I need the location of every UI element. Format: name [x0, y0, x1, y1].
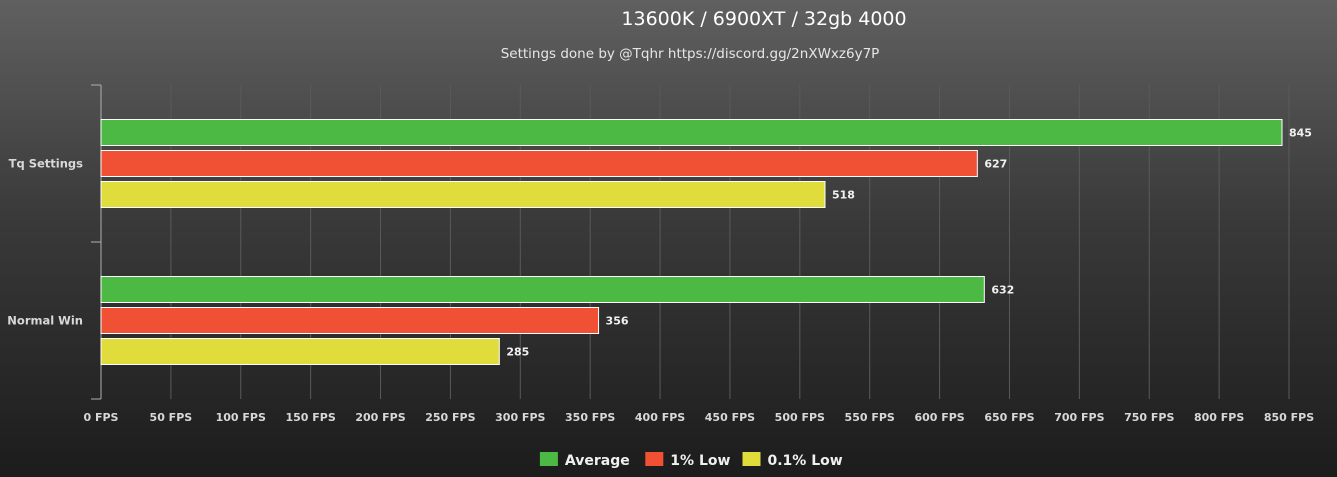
x-axis: 0 FPS 50 FPS 100 FPS 150 FPS 200 FPS 250 FPS 3…: [84, 411, 1315, 424]
bars: [100, 119, 1283, 365]
y-category-label: Normal Win: [7, 314, 83, 328]
data-label: 845: [1289, 127, 1312, 140]
chart-subtitle: Settings done by @Tqhr https://discord.g…: [501, 46, 880, 62]
legend-label: 1% Low: [670, 453, 730, 469]
legend-swatch: [539, 452, 558, 466]
data-labels: 845 627 518 632 356 285: [506, 127, 1312, 359]
x-tick-label: 150 FPS: [285, 411, 335, 424]
bar: [100, 150, 978, 177]
x-tick-label: 850 FPS: [1264, 411, 1314, 424]
x-tick-label: 800 FPS: [1194, 411, 1244, 424]
legend-swatch: [742, 452, 761, 466]
x-tick-label: 550 FPS: [845, 411, 895, 424]
bar: [100, 276, 985, 303]
x-tick-label: 500 FPS: [775, 411, 825, 424]
x-tick-label: 300 FPS: [495, 411, 545, 424]
bar: [100, 119, 1283, 146]
legend-swatch: [645, 452, 664, 466]
data-label: 518: [832, 189, 855, 202]
bar: [100, 338, 500, 365]
y-axis: Tq Settings Normal Win: [7, 84, 102, 400]
x-tick-label: 600 FPS: [914, 411, 964, 424]
chart-title: 13600K / 6900XT / 32gb 4000: [621, 8, 906, 30]
x-tick-label: 200 FPS: [355, 411, 405, 424]
legend-label: Average: [565, 453, 630, 469]
legend-label: 0.1% Low: [768, 453, 843, 469]
x-tick-label: 750 FPS: [1124, 411, 1174, 424]
x-tick-label: 650 FPS: [984, 411, 1034, 424]
legend: Average 1% Low 0.1% Low: [539, 452, 843, 469]
bar: [100, 181, 826, 208]
x-tick-label: 450 FPS: [705, 411, 755, 424]
data-label: 627: [984, 158, 1007, 171]
x-tick-label: 700 FPS: [1054, 411, 1104, 424]
data-label: 632: [991, 284, 1014, 297]
x-tick-label: 250 FPS: [425, 411, 475, 424]
y-category-label: Tq Settings: [9, 157, 84, 171]
x-tick-label: 350 FPS: [565, 411, 615, 424]
x-tick-label: 100 FPS: [216, 411, 266, 424]
x-tick-label: 0 FPS: [84, 411, 119, 424]
x-tick-label: 400 FPS: [635, 411, 685, 424]
bar: [100, 307, 600, 334]
data-label: 356: [606, 315, 629, 328]
data-label: 285: [506, 346, 529, 359]
x-tick-label: 50 FPS: [150, 411, 193, 424]
